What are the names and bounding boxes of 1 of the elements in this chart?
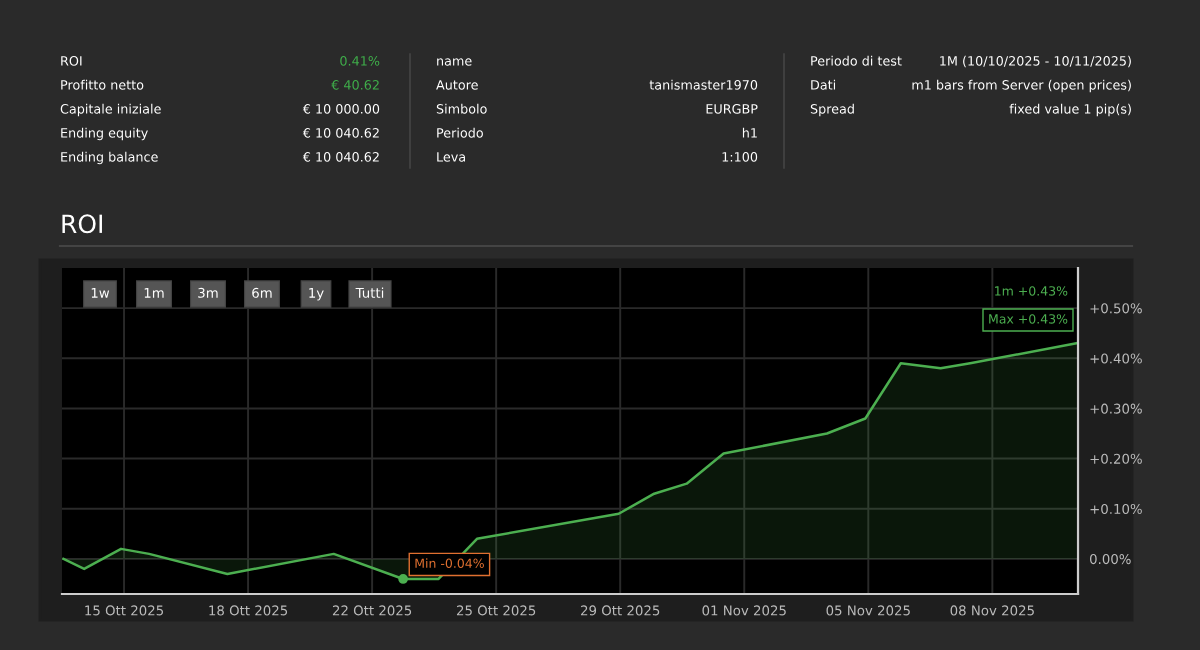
chart-title: ROI	[62, 214, 102, 234]
